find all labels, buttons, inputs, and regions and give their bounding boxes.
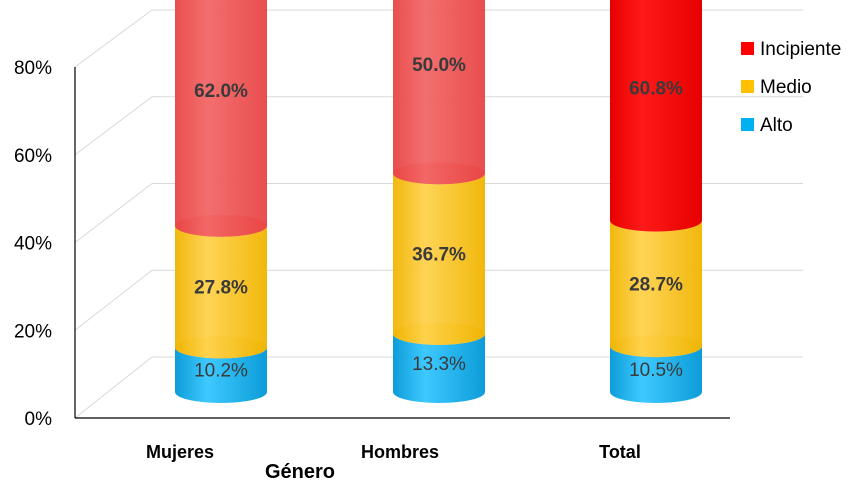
y-tick-label: 20% (14, 321, 52, 342)
gridline-diagonal (74, 183, 153, 243)
bar-medio-total (610, 220, 702, 358)
x-tick-label: Hombres (361, 442, 439, 462)
bar-alto-mujeres (175, 347, 267, 403)
legend-swatch-incipiente (741, 42, 754, 55)
data-label-incipiente-total: 60.8% (629, 79, 683, 100)
bar-incipiente-hombres (393, 0, 485, 185)
bar-medio-mujeres (175, 225, 267, 359)
data-label-medio-mujeres: 27.8% (194, 278, 248, 299)
y-tick-label: 0% (25, 409, 53, 430)
y-tick-label: 60% (14, 146, 52, 167)
bar-incipiente-mujeres (175, 0, 267, 237)
gridline-diagonal (74, 356, 153, 419)
data-label-medio-total: 28.7% (629, 274, 683, 295)
y-axis-ticks: 0% 20% 40% 60% 80% (14, 58, 52, 430)
data-label-alto-total: 10.5% (629, 360, 683, 381)
data-labels: 10.2% 27.8% 62.0% 13.3% 36.7% 50.0% 10.5% 28.7%… (194, 55, 683, 382)
gridline-diagonal (74, 9, 153, 68)
legend-label-incipiente: Incipiente (760, 39, 841, 60)
legend: Incipiente Medio Alto (741, 39, 841, 136)
x-tick-label: Total (599, 442, 641, 462)
bar-medio-hombres (393, 173, 485, 345)
bar-alto-total (610, 346, 702, 403)
data-label-medio-hombres: 36.7% (412, 245, 466, 266)
x-tick-label: Mujeres (146, 442, 214, 462)
x-axis-categories: Mujeres Hombres Total (146, 442, 641, 462)
gridline-diagonal (74, 269, 153, 331)
legend-label-medio: Medio (760, 77, 812, 98)
axes (74, 67, 730, 419)
gridline-diagonal (74, 96, 153, 156)
data-label-alto-hombres: 13.3% (412, 354, 466, 375)
bars (175, 0, 702, 403)
legend-swatch-medio (741, 80, 754, 93)
data-label-incipiente-hombres: 50.0% (412, 55, 466, 76)
bar-alto-hombres (393, 333, 485, 403)
y-tick-label: 80% (14, 58, 52, 79)
data-label-alto-mujeres: 10.2% (194, 361, 248, 382)
bar-incipiente-total (610, 0, 702, 232)
data-label-incipiente-mujeres: 62.0% (194, 81, 248, 102)
x-axis-title: Género (265, 461, 335, 483)
y-tick-label: 40% (14, 234, 52, 255)
legend-swatch-alto (741, 118, 754, 131)
legend-label-alto: Alto (760, 115, 793, 136)
